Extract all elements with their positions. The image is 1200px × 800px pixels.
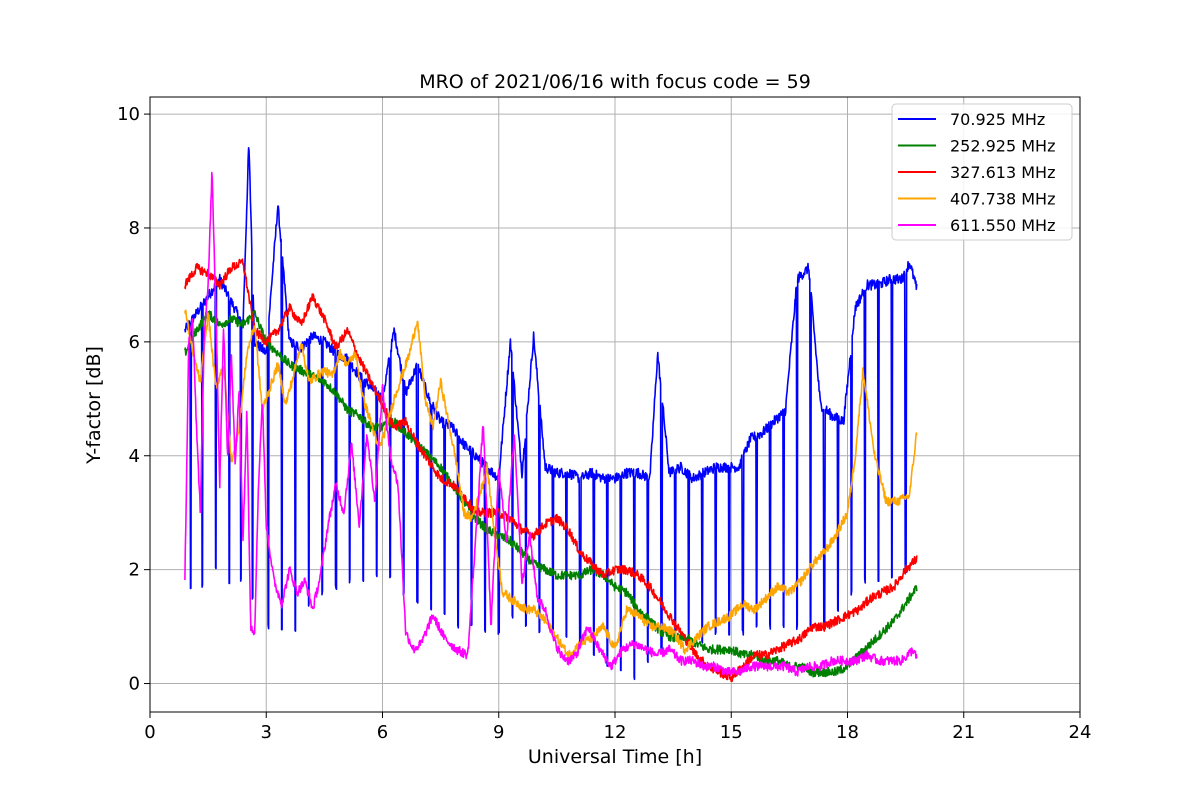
- series-line: [184, 171, 918, 677]
- y-tick-label: 2: [129, 560, 140, 581]
- x-tick-label: 0: [144, 722, 155, 743]
- legend-label: 327.613 MHz: [950, 163, 1055, 182]
- legend-box: [891, 103, 1073, 241]
- x-axis-ticks: 0 3 6 9 12 15 18 21 24: [144, 712, 1091, 743]
- legend-label: 70.925 MHz: [950, 110, 1045, 129]
- series-line: [184, 309, 918, 660]
- y-axis-ticks: 0 2 4 6 8 10: [117, 104, 150, 695]
- y-tick-label: 10: [117, 104, 140, 125]
- y-tick-label: 0: [129, 674, 140, 695]
- x-tick-label: 9: [493, 722, 504, 743]
- legend-label: 252.925 MHz: [950, 137, 1055, 156]
- x-tick-label: 18: [836, 722, 859, 743]
- series-line: [184, 258, 918, 683]
- legend-label: 611.550 MHz: [950, 216, 1055, 235]
- legend-label: 407.738 MHz: [950, 190, 1055, 209]
- legend: 70.925 MHz 252.925 MHz 327.613 MHz 407.738 …: [891, 103, 1073, 241]
- y-tick-label: 6: [129, 332, 140, 353]
- y-tick-label: 4: [129, 446, 140, 467]
- x-tick-label: 21: [952, 722, 975, 743]
- x-tick-label: 15: [720, 722, 743, 743]
- y-tick-label: 8: [129, 218, 140, 239]
- x-tick-label: 3: [261, 722, 272, 743]
- series-lines: [184, 147, 918, 683]
- x-tick-label: 24: [1069, 722, 1092, 743]
- x-tick-label: 12: [604, 722, 627, 743]
- x-axis-label: Universal Time [h]: [528, 746, 702, 768]
- x-tick-label: 6: [377, 722, 388, 743]
- series-line: [184, 147, 918, 681]
- y-axis-label: Y-factor [dB]: [83, 346, 105, 465]
- chart-title: MRO of 2021/06/16 with focus code = 59: [419, 71, 811, 93]
